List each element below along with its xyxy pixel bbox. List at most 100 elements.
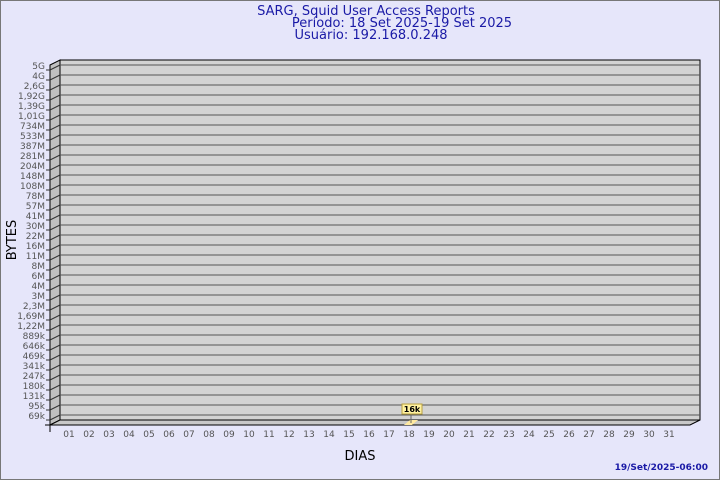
grid-line-side xyxy=(49,254,61,261)
grid-line-side xyxy=(49,294,61,301)
y-tick-label: 11M xyxy=(26,252,45,262)
grid-line-side xyxy=(49,114,61,121)
y-tick-label: 734M xyxy=(20,122,45,132)
report-timestamp: 19/Set/2025-06:00 xyxy=(615,463,708,473)
grid-line-side xyxy=(49,344,61,351)
y-tick-label: 1,22M xyxy=(17,322,45,332)
y-tick-label: 57M xyxy=(26,202,45,212)
grid-line-side xyxy=(49,194,61,201)
x-tick-label: 16 xyxy=(363,430,375,440)
grid-line-side xyxy=(49,134,61,141)
grid-line-side xyxy=(49,304,61,311)
x-tick-label: 23 xyxy=(503,430,514,440)
y-tick-label: 108M xyxy=(20,182,45,192)
grid-line-side xyxy=(49,174,61,181)
plot-side-wall xyxy=(49,59,61,426)
y-tick-label: 148M xyxy=(20,172,45,182)
x-axis-title: DIAS xyxy=(345,449,376,464)
y-tick-label: 22M xyxy=(26,232,45,242)
data-label: 16k xyxy=(404,405,421,414)
y-tick-label: 3M xyxy=(32,292,46,302)
x-tick-label: 01 xyxy=(63,430,74,440)
x-tick-label: 07 xyxy=(183,430,194,440)
grid-line-side xyxy=(49,264,61,271)
y-tick-label: 180k xyxy=(23,382,46,392)
x-tick-label: 17 xyxy=(383,430,394,440)
grid-line-side xyxy=(49,394,61,401)
chart-period: Período: 18 Set 2025-19 Set 2025 xyxy=(292,16,512,31)
data-label-box xyxy=(401,403,423,415)
y-tick-label: 5G xyxy=(32,62,45,72)
grid-line-side xyxy=(49,354,61,361)
x-tick-label: 02 xyxy=(83,430,94,440)
x-tick-label: 05 xyxy=(143,430,154,440)
y-tick-label: 95k xyxy=(28,402,45,412)
y-tick-label: 341k xyxy=(23,362,46,372)
y-tick-label: 247k xyxy=(23,372,46,382)
y-tick-label: 1,39G xyxy=(18,102,45,112)
grid-line-side xyxy=(49,144,61,151)
x-tick-label: 12 xyxy=(283,430,294,440)
y-tick-label: 1,92G xyxy=(18,92,45,102)
y-tick-label: 30M xyxy=(26,222,45,232)
x-tick-label: 26 xyxy=(563,430,575,440)
x-tick-label: 04 xyxy=(123,430,135,440)
x-tick-label: 27 xyxy=(583,430,594,440)
x-tick-label: 14 xyxy=(323,430,335,440)
y-tick-label: 1,69M xyxy=(17,312,45,322)
grid-line-side xyxy=(49,234,61,241)
y-tick-label: 4G xyxy=(32,72,45,82)
plot-floor xyxy=(49,419,701,426)
y-tick-label: 646k xyxy=(23,342,46,352)
grid-line-side xyxy=(49,414,61,421)
y-tick-label: 533M xyxy=(20,132,45,142)
x-tick-label: 24 xyxy=(523,430,535,440)
x-tick-label: 25 xyxy=(543,430,554,440)
y-tick-label: 41M xyxy=(26,212,45,222)
grid-line-side xyxy=(49,244,61,251)
y-tick-label: 281M xyxy=(20,152,45,162)
grid-line-side xyxy=(49,84,61,91)
grid-line-side xyxy=(49,164,61,171)
grid-line-side xyxy=(49,124,61,131)
y-tick-label: 889k xyxy=(23,332,46,342)
grid-line-side xyxy=(49,274,61,281)
x-tick-label: 13 xyxy=(303,430,314,440)
grid-line-side xyxy=(49,314,61,321)
grid-line-side xyxy=(49,284,61,291)
grid-line-side xyxy=(49,184,61,191)
grid-line-side xyxy=(49,154,61,161)
x-tick-label: 15 xyxy=(343,430,354,440)
y-tick-label: 2,3M xyxy=(23,302,45,312)
y-tick-label: 69k xyxy=(28,412,45,422)
x-tick-label: 30 xyxy=(643,430,655,440)
y-tick-label: 131k xyxy=(23,392,46,402)
x-tick-label: 28 xyxy=(603,430,615,440)
grid-line-side xyxy=(49,324,61,331)
grid-line-side xyxy=(49,94,61,101)
y-tick-label: 78M xyxy=(26,192,45,202)
chart-title: SARG, Squid User Access Reports xyxy=(257,4,475,19)
y-tick-label: 1,01G xyxy=(18,112,45,122)
grid-line-side xyxy=(49,384,61,391)
y-axis-title: BYTES xyxy=(5,220,20,261)
grid-line-side xyxy=(49,214,61,221)
x-tick-label: 20 xyxy=(443,430,455,440)
x-tick-label: 21 xyxy=(463,430,474,440)
x-tick-label: 11 xyxy=(263,430,274,440)
grid-line-side xyxy=(49,64,61,71)
grid-line-side xyxy=(49,104,61,111)
x-tick-label: 18 xyxy=(403,430,415,440)
x-tick-label: 31 xyxy=(663,430,674,440)
y-tick-label: 8M xyxy=(32,262,46,272)
y-tick-label: 16M xyxy=(26,242,45,252)
y-tick-label: 6M xyxy=(32,272,46,282)
y-tick-label: 469k xyxy=(23,352,46,362)
x-tick-label: 10 xyxy=(243,430,255,440)
chart-user: Usuário: 192.168.0.248 xyxy=(294,28,447,43)
grid-line-side xyxy=(49,224,61,231)
x-tick-label: 19 xyxy=(423,430,435,440)
x-tick-label: 22 xyxy=(483,430,494,440)
x-tick-label: 09 xyxy=(223,430,235,440)
